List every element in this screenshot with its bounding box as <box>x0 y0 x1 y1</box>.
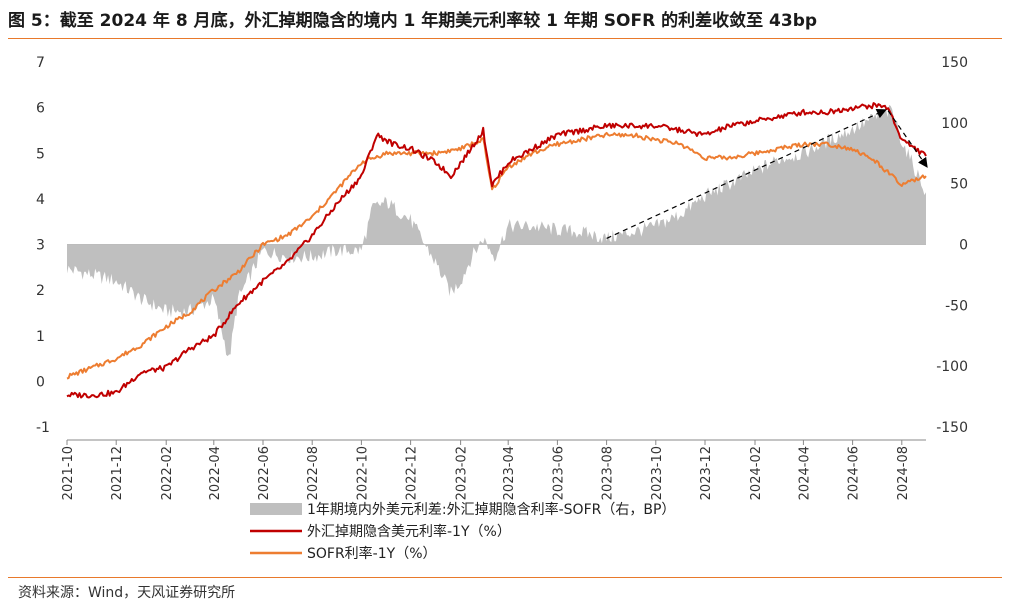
line-layer <box>66 102 927 399</box>
x-tick-label: 2024-02 <box>749 446 764 500</box>
y-left-tick-label: 7 <box>36 55 45 71</box>
annotation-layer <box>606 109 928 239</box>
chart-title: 图 5：截至 2024 年 8 月底，外汇掉期隐含的境内 1 年期美元利率较 1… <box>8 11 818 31</box>
source-note: 资料来源：Wind，天风证券研究所 <box>18 585 236 601</box>
x-tick-label: 2023-12 <box>699 446 714 500</box>
y-left-tick-label: 4 <box>36 192 45 208</box>
trend-arrow-2 <box>887 110 928 168</box>
spread-area-layer <box>67 105 926 357</box>
y-right-tick-label: 0 <box>959 238 968 254</box>
x-tick-label: 2022-08 <box>306 446 321 500</box>
footer-divider <box>8 577 1002 578</box>
spread-area <box>67 105 926 357</box>
legend-label-2: 外汇掉期隐含美元利率-1Y（%） <box>307 523 511 540</box>
x-tick-label: 2023-08 <box>601 446 616 500</box>
axis-layer: 7 6 5 4 3 2 1 0 -1 150 100 50 0 -50 -100 -150 2021-10 202… <box>36 55 968 500</box>
trend-arrow-1 <box>606 109 887 239</box>
y-left-tick-label: 5 <box>36 146 45 162</box>
y-right-tick-label: -100 <box>936 359 968 375</box>
y-left-tick-label: 1 <box>36 329 45 345</box>
title-divider <box>8 38 1002 39</box>
y-right-tick-label: -150 <box>936 420 968 436</box>
sofr-line <box>66 131 927 380</box>
y-left-tick-label: -1 <box>36 420 50 436</box>
legend: 1年期境内外美元利差:外汇掉期隐含利率-SOFR（右，BP） 外汇掉期隐含美元利率… <box>250 501 675 562</box>
x-tick-label: 2022-06 <box>257 446 272 500</box>
x-tick-label: 2023-02 <box>455 446 470 500</box>
x-tick-label: 2021-10 <box>61 446 76 500</box>
x-tick-label: 2024-06 <box>847 446 862 500</box>
y-right-tick-label: 50 <box>950 177 968 193</box>
legend-swatch-spread <box>250 503 302 515</box>
y-left-tick-label: 3 <box>36 238 45 254</box>
x-tick-label: 2024-04 <box>797 446 812 500</box>
y-right-tick-label: 150 <box>941 55 968 71</box>
legend-label-1: 1年期境内外美元利差:外汇掉期隐含利率-SOFR（右，BP） <box>307 501 675 518</box>
x-tick-label: 2023-06 <box>551 446 566 500</box>
x-tick-label: 2022-12 <box>405 446 420 500</box>
y-left-tick-label: 6 <box>36 101 45 117</box>
x-tick-label: 2022-10 <box>355 446 370 500</box>
x-tick-label: 2024-08 <box>896 446 911 500</box>
x-tick-label: 2023-10 <box>650 446 665 500</box>
x-tick-label: 2021-12 <box>110 446 125 500</box>
y-left-tick-label: 0 <box>36 374 45 390</box>
x-tick-label: 2023-04 <box>502 446 517 500</box>
fx-implied-line <box>66 102 927 399</box>
y-right-tick-label: 100 <box>941 116 968 132</box>
y-left-tick-label: 2 <box>36 283 45 299</box>
x-tick-label: 2022-04 <box>208 446 223 500</box>
x-tick-label: 2022-02 <box>160 446 175 500</box>
legend-label-3: SOFR利率-1Y（%） <box>307 545 437 562</box>
y-right-tick-label: -50 <box>945 298 968 314</box>
